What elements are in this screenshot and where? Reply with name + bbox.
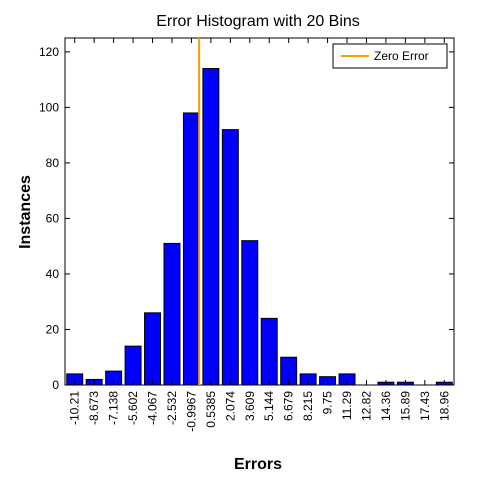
x-tick-label: 5.144	[262, 391, 276, 421]
x-tick-label: -10.21	[68, 391, 82, 425]
y-axis-label: Instances	[17, 175, 34, 249]
y-tick-label: 60	[46, 211, 60, 225]
histogram-bar-5	[144, 312, 162, 386]
x-tick-label: 9.75	[321, 391, 335, 415]
x-tick-label: 2.074	[223, 391, 237, 421]
x-tick-label: -7.138	[107, 391, 121, 425]
x-tick-label: -2.532	[165, 391, 179, 425]
y-tick-label: 20	[46, 322, 60, 336]
x-tick-label: 3.609	[243, 391, 257, 421]
x-tick-label: 12.82	[359, 391, 373, 421]
chart-title: Error Histogram with 20 Bins	[156, 13, 360, 30]
x-tick-label: -4.067	[146, 391, 160, 425]
x-tick-label: 17.43	[418, 391, 432, 421]
y-tick-label: 100	[39, 100, 59, 114]
histogram-bar-11	[260, 317, 278, 386]
y-tick-label: 120	[39, 45, 59, 59]
x-tick-label: -8.673	[87, 391, 101, 425]
histogram-bar-10	[241, 240, 259, 386]
x-tick-label: 8.215	[301, 391, 315, 421]
histogram-bar-4	[124, 345, 142, 386]
histogram-bar-8	[202, 68, 220, 386]
x-tick-label: -5.602	[126, 391, 140, 425]
histogram-bar-7	[182, 112, 200, 386]
y-tick-label: 0	[52, 378, 59, 392]
x-tick-label: 18.96	[437, 391, 451, 421]
y-tick-label: 40	[46, 267, 60, 281]
y-tick-label: 80	[46, 156, 60, 170]
x-tick-label: 11.29	[340, 391, 354, 420]
histogram-bar-9	[221, 129, 239, 386]
x-tick-label: -0.9967	[184, 391, 198, 432]
plot-frame	[64, 37, 455, 386]
x-tick-label: 14.36	[379, 391, 393, 421]
legend-label-zero-error: Zero Error	[374, 49, 429, 63]
x-tick-label: 15.89	[398, 391, 412, 421]
x-tick-label: 0.5385	[204, 391, 218, 428]
histogram-bar-6	[163, 242, 181, 386]
x-tick-label: 6.679	[282, 391, 296, 421]
x-axis-label: Errors	[234, 456, 282, 473]
